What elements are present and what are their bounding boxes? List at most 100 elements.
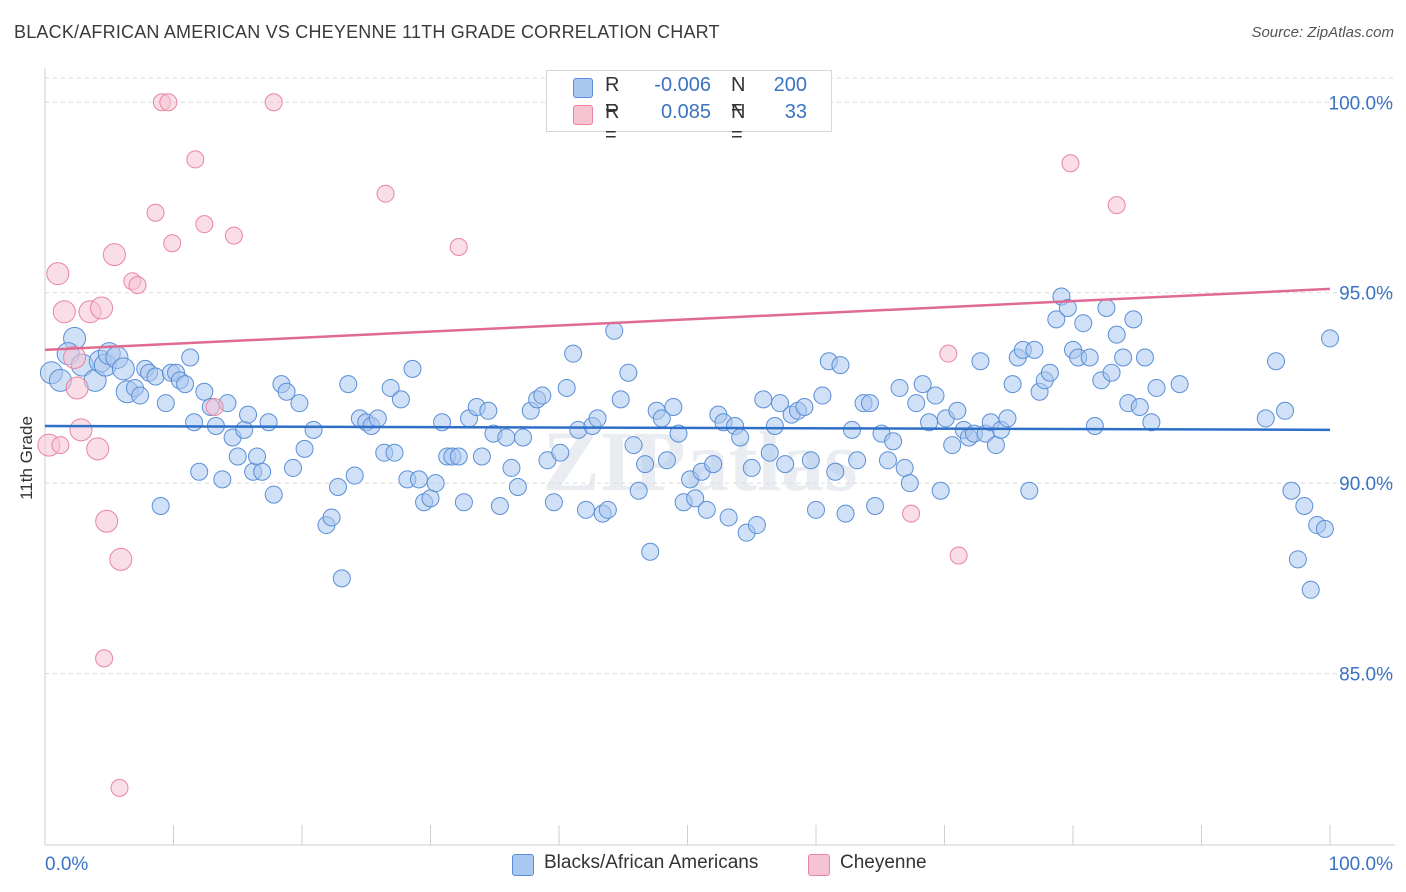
cheyenne-point bbox=[939, 344, 958, 363]
blacks-point bbox=[228, 447, 247, 466]
blacks-point bbox=[345, 466, 364, 485]
blacks-point bbox=[986, 436, 1005, 455]
blacks-point bbox=[860, 394, 879, 413]
cheyenne-point bbox=[110, 778, 129, 797]
blacks-point bbox=[776, 455, 795, 474]
blacks-point bbox=[1315, 519, 1334, 538]
blacks-point bbox=[508, 477, 527, 496]
blacks-point bbox=[421, 489, 440, 508]
blacks-point bbox=[657, 451, 676, 470]
legend-n-label: N = bbox=[731, 101, 746, 146]
cheyenne-point bbox=[69, 418, 93, 442]
blacks-point bbox=[795, 397, 814, 416]
stats-legend: R = -0.006 N = 200 R = 0.085 N = 33 bbox=[546, 70, 832, 146]
blacks-point bbox=[1147, 378, 1166, 397]
blacks-point bbox=[328, 477, 347, 496]
blacks-point bbox=[1047, 310, 1066, 329]
cheyenne-point bbox=[159, 93, 178, 112]
cheyenne-point bbox=[86, 437, 110, 461]
blacks-point bbox=[831, 356, 850, 375]
blacks-point bbox=[181, 348, 200, 367]
blacks-point bbox=[131, 386, 150, 405]
cheyenne-point bbox=[65, 376, 89, 400]
blacks-point bbox=[624, 436, 643, 455]
blacks-point bbox=[248, 447, 267, 466]
blacks-point bbox=[807, 500, 825, 519]
cheyenne-point bbox=[46, 262, 70, 286]
cheyenne-point bbox=[128, 276, 147, 295]
blacks-point bbox=[747, 516, 766, 535]
cheyenne-point bbox=[146, 203, 165, 222]
legend-r-value: 0.085 bbox=[660, 101, 711, 123]
blacks-point bbox=[754, 390, 773, 409]
blacks-point bbox=[454, 493, 473, 512]
cheyenne-point bbox=[949, 546, 968, 565]
blacks-point bbox=[1080, 348, 1099, 367]
blacks-point bbox=[920, 413, 939, 432]
legend-n-value: 33 bbox=[784, 101, 807, 123]
blacks-point bbox=[629, 481, 648, 500]
blacks-point bbox=[449, 447, 468, 466]
blacks-point bbox=[931, 481, 950, 500]
y-tick-label: 100.0% bbox=[1329, 93, 1394, 114]
blacks-point bbox=[669, 424, 688, 443]
blacks-point bbox=[605, 321, 624, 340]
blacks-point bbox=[907, 394, 926, 413]
blacks-point bbox=[1102, 363, 1121, 382]
cheyenne-point bbox=[902, 504, 921, 523]
blacks-point bbox=[760, 443, 779, 462]
blacks-point bbox=[277, 382, 296, 401]
legend-r-label: R = bbox=[605, 101, 620, 146]
trend-line-cheyenne bbox=[44, 287, 1331, 352]
series-cheyenne-points bbox=[37, 93, 1126, 797]
cheyenne-point bbox=[90, 296, 114, 320]
blacks-point bbox=[284, 458, 303, 477]
cheyenne-point bbox=[163, 234, 182, 253]
blacks-point bbox=[1135, 348, 1154, 367]
blacks-point bbox=[801, 451, 820, 470]
blacks-point bbox=[576, 500, 595, 519]
cheyenne-point bbox=[95, 509, 119, 533]
blacks-point bbox=[1301, 580, 1320, 599]
legend-swatch-blue bbox=[573, 78, 593, 98]
blacks-point bbox=[598, 500, 617, 519]
blacks-point bbox=[664, 397, 683, 416]
blacks-point bbox=[1130, 397, 1149, 416]
blacks-point bbox=[295, 439, 314, 458]
blacks-point bbox=[1097, 298, 1116, 317]
blacks-point bbox=[533, 386, 552, 405]
blacks-point bbox=[866, 497, 885, 516]
blacks-point bbox=[564, 344, 583, 363]
blacks-point bbox=[479, 401, 498, 420]
blacks-point bbox=[731, 428, 750, 447]
blacks-point bbox=[502, 458, 521, 477]
blacks-point bbox=[948, 401, 967, 420]
blacks-point bbox=[719, 508, 738, 527]
blacks-point bbox=[943, 436, 962, 455]
y-tick-label: 90.0% bbox=[1339, 474, 1393, 495]
blacks-point bbox=[264, 485, 283, 504]
bottom-legend-swatch-pink bbox=[808, 854, 830, 876]
blacks-point bbox=[259, 413, 278, 432]
blacks-point bbox=[1040, 363, 1059, 382]
blacks-point bbox=[426, 474, 445, 493]
cheyenne-point bbox=[264, 93, 283, 112]
blacks-point bbox=[926, 386, 945, 405]
blacks-point bbox=[1124, 310, 1143, 329]
blacks-point bbox=[195, 382, 214, 401]
trend-lines bbox=[44, 287, 1331, 432]
blacks-point bbox=[290, 394, 309, 413]
blacks-point bbox=[557, 378, 576, 397]
blacks-point bbox=[848, 451, 867, 470]
blacks-point bbox=[490, 497, 509, 516]
blacks-point bbox=[368, 409, 387, 428]
blacks-point bbox=[409, 470, 428, 489]
blacks-point bbox=[1256, 409, 1275, 428]
blacks-point bbox=[588, 409, 607, 428]
y-axis-label: 11th Grade bbox=[17, 416, 36, 500]
blacks-point bbox=[146, 367, 165, 386]
bottom-legend-label: Cheyenne bbox=[840, 852, 927, 873]
blacks-point bbox=[544, 493, 563, 512]
blacks-point bbox=[322, 508, 341, 527]
blacks-point bbox=[111, 357, 135, 381]
